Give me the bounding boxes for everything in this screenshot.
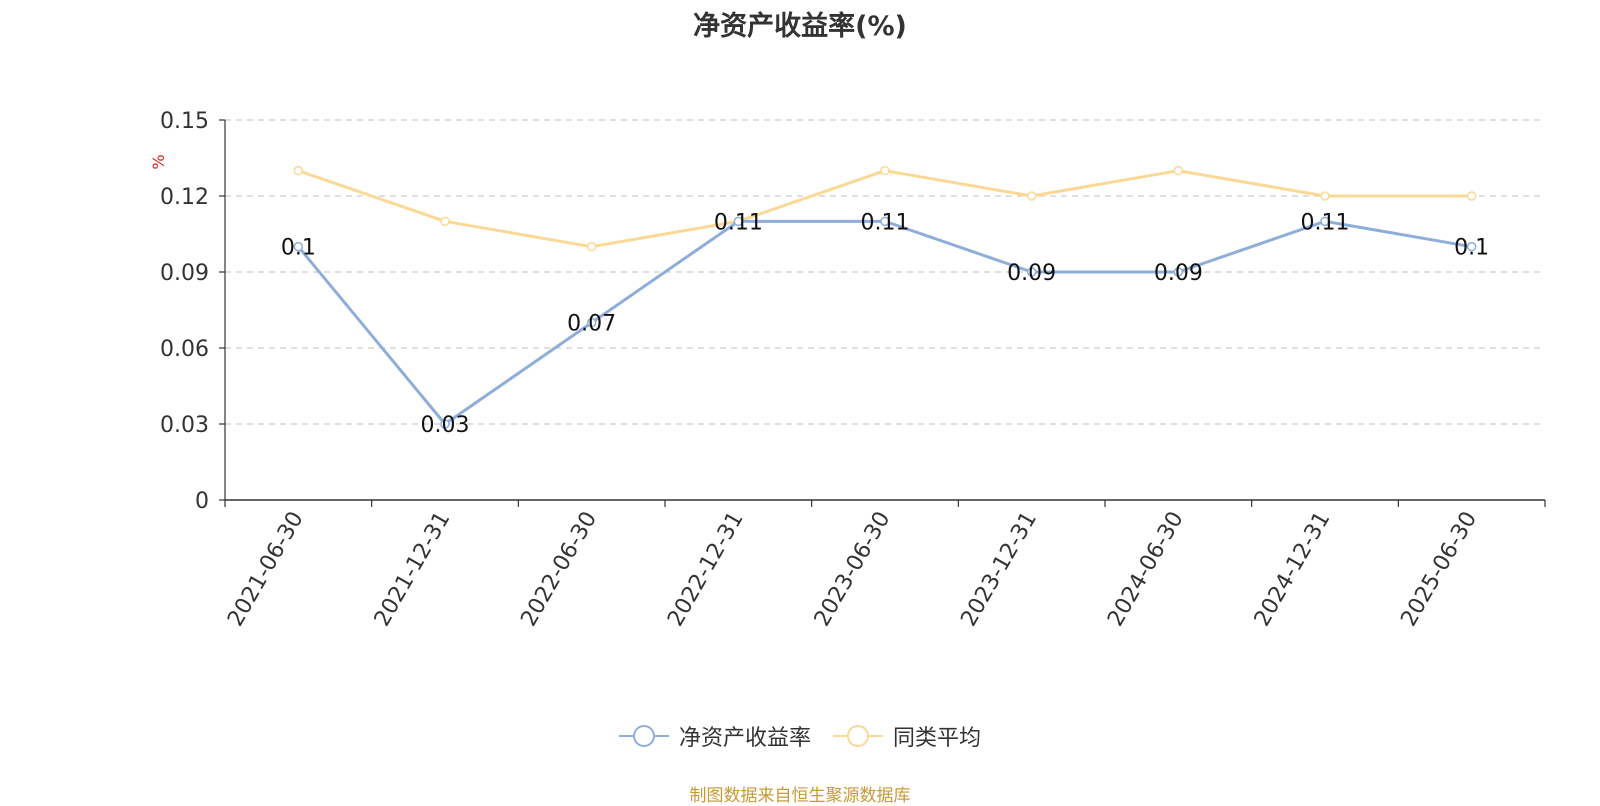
data-point[interactable] [586,241,597,252]
data-point[interactable] [440,419,450,429]
legend-label: 净资产收益率 [678,726,811,751]
legend-line-circle-icon [618,725,669,747]
data-label: 0.1 [281,236,316,261]
y-tick-label: 0.06 [160,337,209,362]
legend-item-roe[interactable]: 净资产收益率 [618,720,811,752]
axes: 0 0.03 0.06 0.09 0.12 0.15 2021-06-30 2021-12-3… [160,109,1546,631]
data-point[interactable] [440,216,450,227]
data-label: 0.09 [1154,261,1203,286]
data-label: 0.03 [421,413,470,438]
data-point[interactable] [1026,191,1037,201]
x-tick-label: 2024-06-30 [1103,508,1189,631]
data-point[interactable] [1026,267,1037,277]
series-line-0 [297,219,1472,426]
y-tick-label: 0.15 [160,109,209,134]
data-point[interactable] [1466,241,1477,252]
data-point[interactable] [1320,191,1330,201]
legend-item-peer-average[interactable]: 同类平均 [833,720,981,752]
x-tick-label: 2024-12-31 [1250,508,1336,631]
data-label: 0.11 [1301,210,1350,235]
data-point[interactable] [586,317,597,328]
legend-line-circle-icon [833,725,883,747]
data-point[interactable] [293,165,304,176]
y-tick-label: 0.03 [160,413,209,438]
x-tick-label: 2023-06-30 [810,508,896,631]
data-point[interactable] [1320,216,1330,227]
y-tick-label: 0 [195,489,209,514]
data-source-note: 制图数据来自恒生聚源数据库 [689,786,911,806]
x-tick-label: 2022-12-31 [663,508,749,631]
x-tick-label: 2025-06-30 [1396,508,1482,631]
chart-title: 净资产收益率(%) [693,11,907,42]
data-label: 0.11 [861,210,910,235]
series-layer [293,165,1477,429]
grid-lines [225,119,1545,425]
data-label: 0.11 [714,210,763,235]
legend-label: 同类平均 [893,726,982,751]
data-point[interactable] [733,216,744,227]
data-labels: 0.1 0.03 0.07 0.11 0.11 0.09 0.09 0.11 0.1 [281,210,1489,438]
data-point[interactable] [1466,191,1477,201]
data-point[interactable] [293,241,304,252]
x-tick-label: 2021-06-30 [223,508,309,631]
y-tick-label: 0.12 [160,185,209,210]
data-point[interactable] [880,165,890,176]
x-tick-label: 2023-12-31 [956,508,1042,631]
data-label: 0.09 [1007,261,1056,286]
data-point[interactable] [1173,165,1184,176]
x-tick-label: 2022-06-30 [516,508,602,631]
data-point[interactable] [880,216,890,227]
legend: 净资产收益率 同类平均 [0,720,1600,752]
data-label: 0.07 [567,312,616,337]
x-tick-label: 2021-12-31 [370,508,456,631]
data-label: 0.1 [1454,236,1489,261]
y-axis-unit-label: % [149,154,168,169]
data-point[interactable] [1173,267,1184,277]
y-tick-label: 0.09 [160,261,209,286]
